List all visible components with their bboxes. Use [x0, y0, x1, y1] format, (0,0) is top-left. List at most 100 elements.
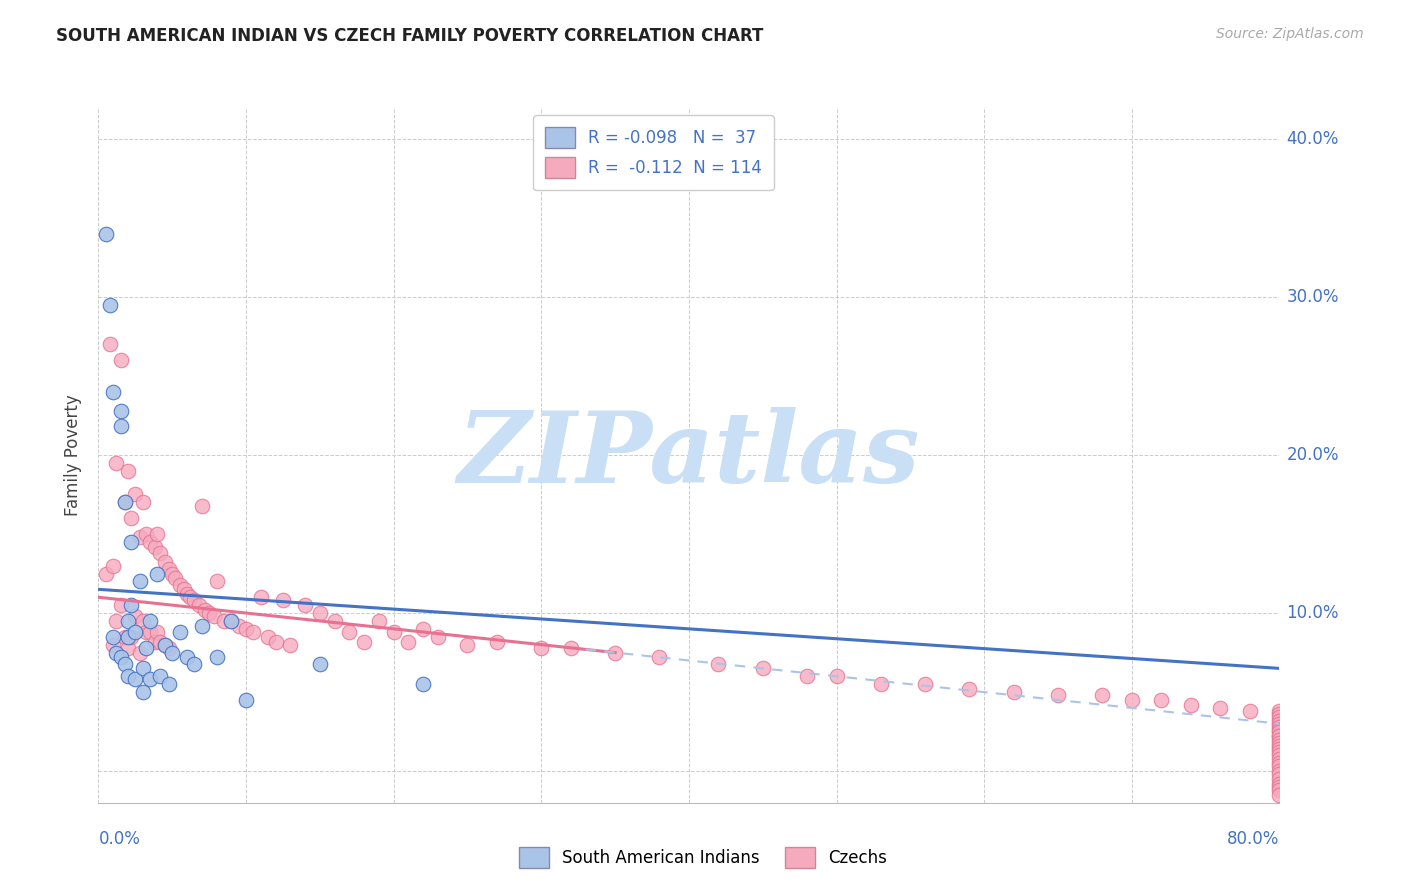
Point — [1268, 745, 1291, 759]
Point — [530, 640, 553, 655]
Point — [132, 495, 155, 509]
Point — [135, 527, 157, 541]
Point — [1268, 742, 1291, 756]
Point — [103, 638, 125, 652]
Point — [1268, 756, 1291, 771]
Point — [191, 499, 214, 513]
Point — [117, 640, 139, 655]
Point — [1268, 739, 1291, 753]
Point — [169, 577, 191, 591]
Point — [309, 606, 332, 620]
Point — [103, 558, 125, 573]
Point — [1091, 688, 1114, 702]
Point — [1268, 707, 1291, 722]
Point — [110, 403, 132, 417]
Point — [149, 546, 172, 560]
Point — [486, 634, 509, 648]
Point — [1268, 780, 1291, 794]
Point — [1268, 714, 1291, 728]
Point — [1268, 730, 1291, 744]
Point — [173, 582, 195, 597]
Point — [202, 609, 225, 624]
Point — [707, 657, 730, 671]
Point — [205, 574, 228, 589]
Y-axis label: Family Poverty: Family Poverty — [65, 394, 83, 516]
Point — [278, 638, 302, 652]
Point — [183, 657, 205, 671]
Point — [1268, 716, 1291, 731]
Point — [176, 650, 198, 665]
Point — [1268, 767, 1291, 781]
Point — [456, 638, 478, 652]
Point — [165, 571, 187, 585]
Point — [149, 669, 172, 683]
Point — [149, 634, 172, 648]
Point — [1268, 777, 1291, 791]
Point — [219, 614, 242, 628]
Point — [751, 661, 773, 675]
Point — [1268, 723, 1291, 737]
Point — [110, 598, 132, 612]
Point — [139, 673, 162, 687]
Point — [294, 598, 316, 612]
Point — [135, 625, 157, 640]
Point — [117, 464, 139, 478]
Point — [605, 646, 627, 660]
Point — [1268, 736, 1291, 750]
Point — [1268, 704, 1291, 718]
Point — [120, 630, 142, 644]
Point — [143, 540, 166, 554]
Point — [1268, 720, 1291, 734]
Point — [1268, 732, 1291, 747]
Point — [105, 614, 128, 628]
Point — [235, 693, 257, 707]
Point — [1268, 759, 1291, 773]
Point — [1121, 693, 1143, 707]
Text: 20.0%: 20.0% — [1286, 446, 1339, 464]
Point — [105, 646, 128, 660]
Point — [382, 625, 405, 640]
Point — [105, 456, 128, 470]
Point — [128, 530, 150, 544]
Point — [117, 669, 139, 683]
Point — [271, 593, 294, 607]
Point — [1002, 685, 1025, 699]
Point — [157, 640, 180, 655]
Point — [1239, 704, 1261, 718]
Text: 30.0%: 30.0% — [1286, 288, 1339, 306]
Point — [146, 625, 169, 640]
Legend: R = -0.098   N =  37, R =  -0.112  N = 114: R = -0.098 N = 37, R = -0.112 N = 114 — [533, 115, 773, 190]
Point — [157, 562, 180, 576]
Point — [183, 593, 205, 607]
Point — [648, 650, 671, 665]
Point — [1268, 764, 1291, 779]
Point — [179, 591, 201, 605]
Point — [187, 598, 209, 612]
Point — [143, 634, 166, 648]
Point — [139, 625, 162, 640]
Point — [114, 630, 136, 644]
Point — [194, 603, 217, 617]
Point — [242, 625, 264, 640]
Point — [323, 614, 346, 628]
Text: ZIPatlas: ZIPatlas — [458, 407, 920, 503]
Point — [94, 227, 117, 241]
Point — [198, 606, 221, 620]
Point — [796, 669, 818, 683]
Point — [110, 353, 132, 368]
Point — [1268, 730, 1291, 744]
Point — [120, 511, 142, 525]
Point — [128, 646, 150, 660]
Point — [120, 598, 142, 612]
Text: 40.0%: 40.0% — [1286, 129, 1339, 148]
Point — [176, 587, 198, 601]
Point — [139, 534, 162, 549]
Point — [1209, 701, 1232, 715]
Text: 10.0%: 10.0% — [1286, 604, 1339, 622]
Point — [250, 591, 273, 605]
Point — [114, 495, 136, 509]
Point — [128, 574, 150, 589]
Point — [146, 527, 169, 541]
Point — [212, 614, 235, 628]
Point — [869, 677, 891, 691]
